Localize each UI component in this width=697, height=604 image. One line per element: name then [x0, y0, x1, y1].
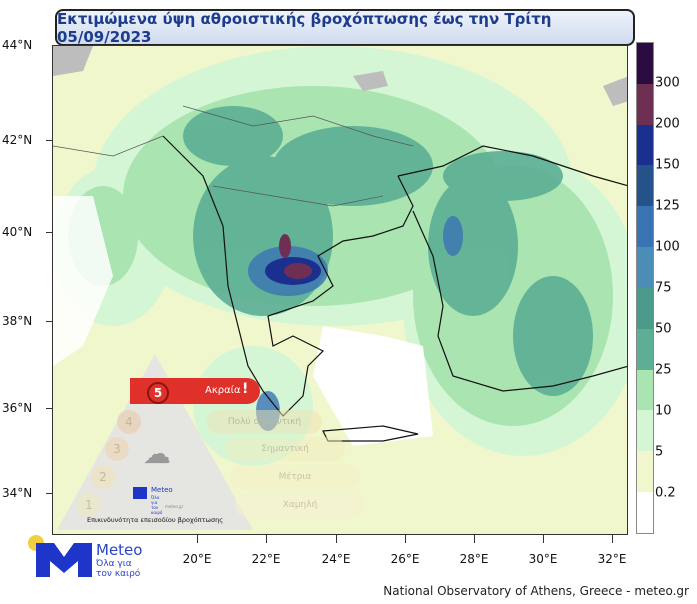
logo-tagline-1: Όλα για [96, 559, 132, 569]
colorbar-label: 10 [655, 403, 672, 419]
colorbar-bin [637, 287, 653, 329]
mini-logo-sub: meteo.gr [165, 504, 184, 509]
lat-label: 38°N [2, 314, 33, 328]
colorbar-label: 25 [655, 362, 672, 378]
colorbar-label: 75 [655, 280, 672, 296]
colorbar-label: 50 [655, 321, 672, 337]
level-5-label: Ακραία [205, 385, 241, 396]
lat-label: 36°N [2, 401, 33, 415]
colorbar-bin [637, 492, 653, 533]
colorbar-bin [637, 124, 653, 166]
level-1-label: Χαμηλή [235, 493, 365, 517]
colorbar-bin [637, 247, 653, 288]
level-3-badge: 3 [105, 437, 129, 461]
colorbar-label: 300 [655, 75, 680, 91]
map-title: Εκτιμώμενα ύψη αθροιστικής βροχόπτωσης έ… [55, 9, 635, 46]
colorbar-bin [637, 328, 653, 370]
colorbar-label: 100 [655, 239, 680, 255]
colorbar-label: 200 [655, 116, 680, 132]
colorbar-bin [637, 206, 653, 248]
level-5-badge: 5 [147, 382, 169, 404]
colorbar [636, 42, 654, 534]
logo-tagline-2: τον καιρό [96, 569, 141, 579]
logo-name: Meteo [96, 541, 143, 559]
lon-label: 20°E [182, 552, 212, 566]
warning-caption: Επικινδυνότητα επεισοδίου βροχόπτωσης [86, 516, 224, 524]
lon-label: 26°E [390, 552, 420, 566]
colorbar-label: 125 [655, 198, 680, 214]
mini-logo-name: Meteo [151, 486, 173, 494]
colorbar-bin [637, 451, 653, 493]
colorbar-bin [637, 43, 653, 84]
colorbar-bin [637, 410, 653, 452]
colorbar-label: 0.2 [655, 485, 676, 501]
lon-label: 22°E [251, 552, 281, 566]
colorbar-bin [637, 369, 653, 411]
colorbar-label: 150 [655, 157, 680, 173]
level-4-badge: 4 [117, 410, 141, 434]
credit-text: National Observatory of Athens, Greece -… [383, 584, 689, 598]
colorbar-label: 5 [655, 444, 664, 460]
mini-logo-tag: Όλα για τον καιρό [151, 495, 163, 515]
rain-cloud-icon: ☁ [143, 437, 171, 470]
lat-label: 44°N [2, 38, 33, 52]
lon-label: 24°E [321, 552, 351, 566]
lon-label: 28°E [459, 552, 489, 566]
level-1-badge: 1 [77, 493, 101, 517]
level-2-badge: 2 [91, 465, 115, 489]
lon-label: 30°E [528, 552, 558, 566]
m-logo-icon [36, 543, 92, 577]
exclamation-icon: ! [242, 381, 249, 397]
lat-label: 40°N [2, 225, 33, 239]
colorbar-bin [637, 83, 653, 125]
precipitation-field [53, 46, 627, 534]
colorbar-bin [637, 165, 653, 207]
meteo-mini-logo [133, 487, 147, 499]
lat-label: 42°N [2, 133, 33, 147]
level-3-label: Σημαντική [225, 437, 345, 461]
level-4-label: Πολύ σημαντική [207, 410, 322, 434]
lat-label: 34°N [2, 486, 33, 500]
rainfall-map [52, 45, 628, 535]
lon-label: 32°E [597, 552, 627, 566]
level-2-label: Μέτρια [230, 465, 360, 489]
